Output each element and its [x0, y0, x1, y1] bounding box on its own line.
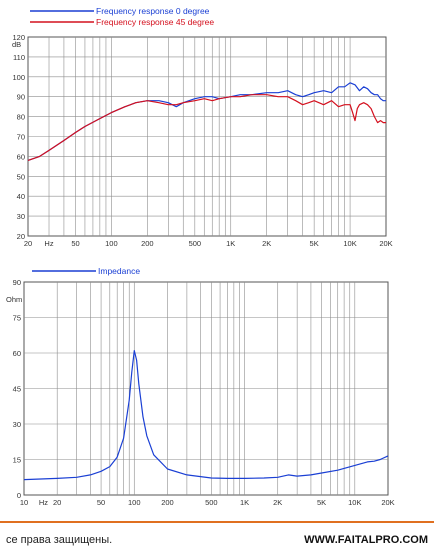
x-tick-label: 100 — [105, 239, 118, 248]
y-tick-label: 20 — [17, 232, 25, 241]
y-tick-label: 75 — [13, 314, 21, 323]
y-tick-label: 80 — [17, 113, 25, 122]
x-tick-label: 2K — [262, 239, 271, 248]
footer-divider — [0, 521, 434, 523]
x-tick-label: 2K — [273, 498, 282, 507]
copyright-text: се права защищены. — [6, 534, 113, 546]
x-tick-label: Hz — [39, 498, 48, 507]
legend-label-45-degree: Frequency response 45 degree — [96, 17, 214, 27]
x-tick-label: 10 — [20, 498, 28, 507]
x-tick-label: 50 — [97, 498, 105, 507]
y-tick-label: 110 — [13, 53, 25, 62]
y-tick-label: 100 — [12, 73, 25, 82]
x-tick-label: 1K — [226, 239, 235, 248]
x-tick-label: 20 — [53, 498, 61, 507]
x-tick-label: 5K — [310, 239, 319, 248]
y-tick-label: 90 — [13, 278, 21, 287]
x-tick-label: 200 — [161, 498, 174, 507]
x-tick-label: 500 — [205, 498, 218, 507]
x-tick-label: 100 — [128, 498, 141, 507]
y-tick-label: 120 — [12, 33, 25, 42]
x-tick-label: 20 — [24, 239, 32, 248]
series-line-0-1 — [27, 94, 386, 161]
series-line-1-0 — [23, 350, 389, 481]
y-tick-label: 15 — [13, 456, 21, 465]
impedance-chart: 0 15 30 45 60 75 90 10 Hz 20 50 100 200 500 1K 2K 5K 10K 2… — [6, 266, 395, 507]
x-tick-label: 20K — [381, 498, 394, 507]
y-tick-label: 40 — [17, 192, 25, 201]
x-tick-label: 1K — [240, 498, 249, 507]
x-tick-label: 50 — [71, 239, 79, 248]
y-tick-label: 30 — [13, 420, 21, 429]
y-tick-label: 60 — [17, 152, 25, 161]
frequency-response-chart: 20 30 40 50 60 70 80 90 100 110 120 20 Hz 50 100 200 500… — [12, 6, 393, 248]
x-tick-label: Hz — [44, 239, 53, 248]
x-tick-label: 10K — [348, 498, 361, 507]
x-tick-label: 500 — [189, 239, 202, 248]
y-unit-ohm: Ohm — [6, 295, 22, 304]
y-tick-label: 90 — [17, 93, 25, 102]
y-unit-db: dB — [12, 40, 21, 49]
y-tick-label: 0 — [17, 491, 21, 500]
y-tick-label: 50 — [17, 172, 25, 181]
y-tick-label: 70 — [17, 133, 25, 142]
website-link[interactable]: WWW.FAITALPRO.COM — [304, 534, 428, 546]
x-tick-label: 10K — [343, 239, 356, 248]
y-tick-label: 60 — [13, 349, 21, 358]
legend-label-0-degree: Frequency response 0 degree — [96, 6, 210, 16]
legend-label-impedance: Impedance — [98, 266, 140, 276]
y-tick-label: 45 — [13, 385, 21, 394]
x-tick-label: 5K — [317, 498, 326, 507]
y-tick-label: 30 — [17, 212, 25, 221]
x-tick-label: 20K — [379, 239, 392, 248]
x-tick-label: 200 — [141, 239, 154, 248]
